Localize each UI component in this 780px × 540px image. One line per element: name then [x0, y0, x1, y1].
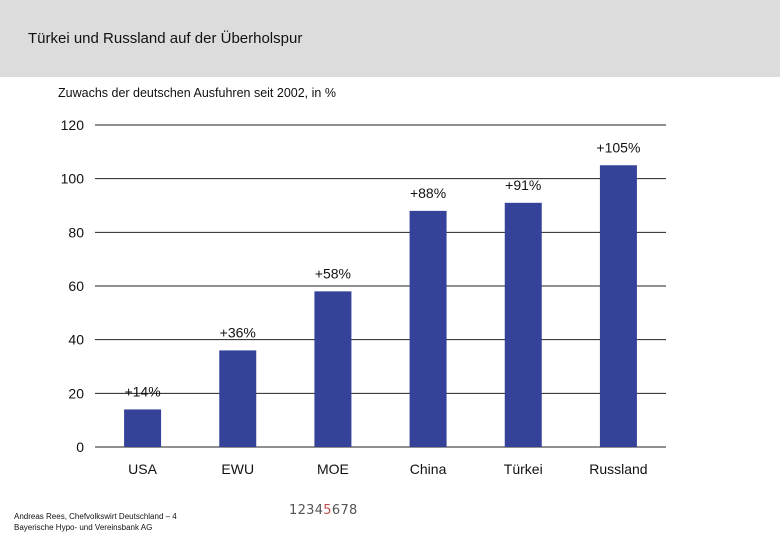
x-tick-label: EWU [221, 461, 254, 477]
y-tick-label: 120 [61, 117, 85, 133]
footer-company: Bayerische Hypo- und Vereinsbank AG [14, 523, 153, 532]
data-label: +58% [315, 265, 351, 281]
bar [219, 350, 257, 447]
bar [504, 202, 542, 447]
data-label: +14% [124, 383, 160, 399]
pager-before[interactable]: 1234 [289, 503, 324, 518]
x-tick-label: China [410, 461, 447, 477]
y-tick-label: 40 [68, 332, 84, 348]
chart-title: Zuwachs der deutschen Ausfuhren seit 200… [58, 86, 336, 100]
y-tick-label: 100 [61, 171, 85, 187]
x-tick-label: USA [128, 461, 157, 477]
data-label: +36% [220, 324, 256, 340]
x-tick-label: Russland [589, 461, 647, 477]
slide-pager[interactable]: 12345678 [289, 503, 358, 518]
bar [124, 409, 162, 447]
page-title: Türkei und Russland auf der Überholspur [28, 30, 303, 47]
y-tick-label: 80 [68, 224, 84, 240]
y-tick-label: 20 [68, 385, 84, 401]
bar [409, 210, 447, 447]
y-tick-label: 0 [76, 439, 84, 455]
data-label: +105% [596, 139, 640, 155]
bar [314, 291, 352, 447]
x-tick-label: MOE [317, 461, 349, 477]
footer: Andreas Rees, Chefvolkswirt Deutschland … [14, 511, 177, 533]
pager-after[interactable]: 678 [331, 503, 358, 518]
bar [599, 165, 637, 447]
y-tick-label: 60 [68, 278, 84, 294]
footer-author: Andreas Rees, Chefvolkswirt Deutschland … [14, 512, 177, 521]
pager-current[interactable]: 5 [323, 503, 332, 518]
header-bar: Türkei und Russland auf der Überholspur [0, 0, 780, 77]
data-label: +91% [505, 177, 541, 193]
data-label: +88% [410, 185, 446, 201]
x-tick-label: Türkei [504, 461, 543, 477]
